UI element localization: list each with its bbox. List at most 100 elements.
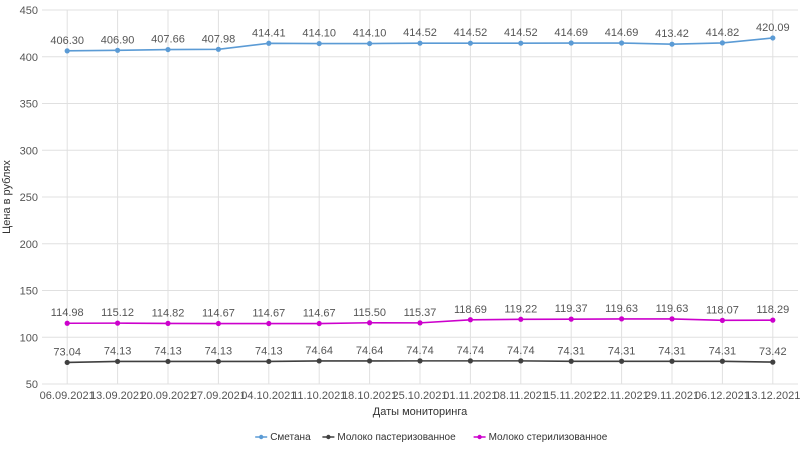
data-label: 118.07 [706,304,739,316]
data-point[interactable] [64,359,70,366]
data-point[interactable] [215,358,221,365]
data-point[interactable] [518,40,524,46]
data-point[interactable] [417,358,423,364]
data-label: 115.37 [404,307,437,319]
data-point[interactable] [619,358,625,364]
data-point[interactable] [669,316,675,322]
data-point[interactable] [215,320,221,327]
y-tick-label: 50 [26,379,38,391]
data-label: 74.64 [305,345,333,357]
x-tick-label: 08.11.2021 [494,390,548,402]
data-label: 74.74 [507,345,535,357]
data-label: 414.52 [454,27,488,39]
data-label: 74.74 [457,345,485,357]
data-point[interactable] [316,358,322,364]
data-point[interactable] [165,46,171,53]
data-label: 118.69 [454,304,487,316]
data-label: 414.10 [302,28,336,40]
data-point[interactable] [719,358,726,364]
data-point[interactable] [568,358,574,364]
data-point[interactable] [64,320,70,326]
data-point[interactable] [316,40,322,47]
series-2: 73.04 74.13 74.13 74.13 74.13 74.64 74.64 74.74… [53,345,787,366]
x-tick-label: 22.11.2021 [594,390,648,402]
legend-label: Молоко пастеризованное [337,432,456,443]
x-tick-label: 27.09.2021 [191,390,246,402]
data-label: 414.52 [504,27,538,39]
data-label: 73.42 [759,346,787,358]
data-point[interactable] [719,40,726,46]
x-tick-label: 15.11.2021 [544,390,598,402]
y-tick-label: 300 [20,145,38,157]
data-label: 74.64 [356,345,384,357]
x-axis-title: Даты мониторинга [373,406,468,418]
y-tick-label: 450 [20,5,38,17]
data-point[interactable] [165,320,171,326]
data-point[interactable] [367,320,373,326]
data-label: 413.42 [655,28,689,40]
legend[interactable]: Сметана Молоко пастеризованное Молоко стер… [255,432,608,443]
data-label: 406.30 [50,35,84,47]
x-tick-label: 01.11.2021 [443,390,497,402]
x-tick-label: 25.10.2021 [392,390,447,402]
data-label: 114.67 [202,308,235,320]
data-point[interactable] [417,320,423,326]
data-point[interactable] [568,40,574,46]
data-label: 119.37 [555,303,588,315]
data-label: 414.69 [554,27,588,39]
data-label: 118.29 [756,304,789,316]
data-label: 74.13 [154,345,182,357]
legend-item[interactable]: Молоко стерилизованное [473,432,608,443]
data-point[interactable] [568,316,574,322]
data-point[interactable] [669,358,675,364]
data-point[interactable] [669,41,675,47]
data-label: 407.98 [202,33,236,45]
y-tick-label: 350 [20,99,38,111]
x-tick-label: 06.09.2021 [40,390,95,402]
data-label: 74.31 [709,345,737,357]
data-point[interactable] [165,358,171,365]
legend-item[interactable]: Молоко пастеризованное [322,432,456,443]
data-point[interactable] [719,317,726,323]
data-point[interactable] [417,40,423,46]
legend-label: Молоко стерилизованное [489,432,608,443]
data-point[interactable] [367,358,373,364]
data-point[interactable] [316,320,322,327]
data-point[interactable] [266,40,272,46]
series-1: 406.30 406.90 407.66 407.98 414.41 414.10 414.… [50,22,790,54]
data-point[interactable] [64,48,70,54]
data-label: 114.67 [303,308,336,320]
data-point[interactable] [266,320,272,327]
data-point[interactable] [619,316,625,322]
data-point[interactable] [770,35,776,41]
data-point[interactable] [266,358,272,365]
data-label: 73.04 [53,346,81,358]
data-label: 414.10 [353,28,387,40]
gridlines [42,9,798,385]
data-point[interactable] [770,317,776,323]
data-point[interactable] [619,40,625,46]
data-label: 119.22 [504,303,537,315]
legend-label: Сметана [270,432,311,443]
legend-dot-marker [259,434,264,440]
data-point[interactable] [518,358,524,364]
data-point[interactable] [467,317,473,323]
y-tick-label: 250 [20,192,38,204]
data-point[interactable] [467,358,473,364]
data-point[interactable] [115,47,121,53]
data-label: 407.66 [151,34,185,46]
data-point[interactable] [367,40,373,47]
data-point[interactable] [115,358,121,365]
data-label: 115.12 [101,307,134,319]
data-point[interactable] [215,46,221,52]
series-3: 114.98 115.12 114.82 114.67 114.67 114.67 115.… [51,303,789,327]
data-point[interactable] [770,359,776,365]
data-label: 414.52 [403,27,437,39]
data-point[interactable] [115,320,121,326]
legend-item[interactable]: Сметана [255,432,311,443]
data-point[interactable] [467,40,473,46]
x-tick-label: 13.09.2021 [90,390,145,402]
data-point[interactable] [518,316,524,322]
